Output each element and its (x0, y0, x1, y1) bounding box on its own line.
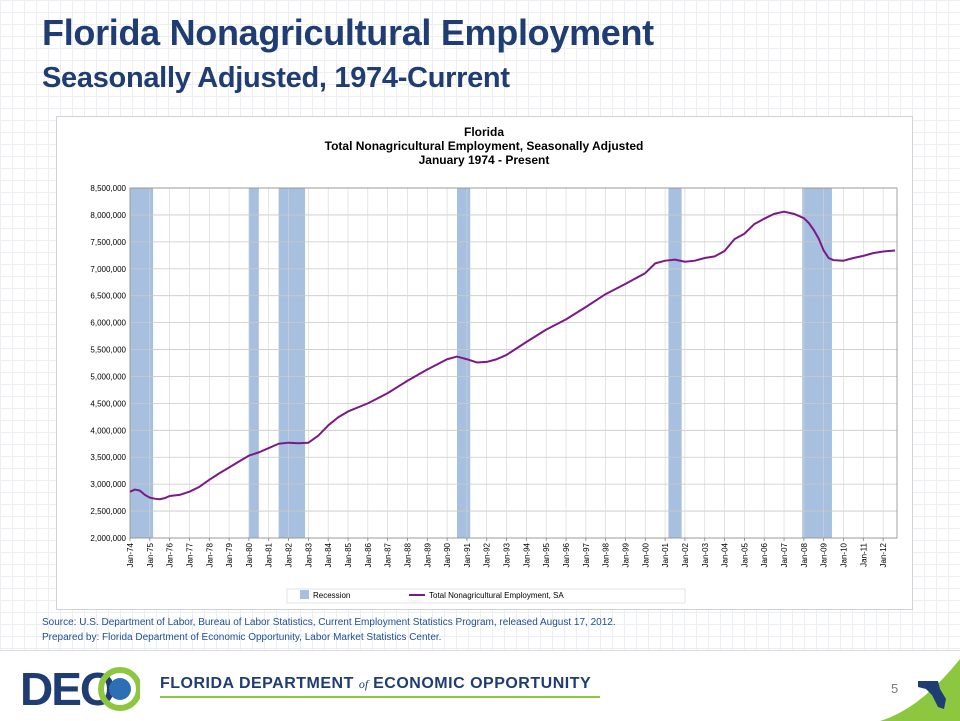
x-tick-label: Jan-04 (721, 542, 730, 567)
x-tick-label: Jan-02 (681, 542, 690, 567)
x-tick-label: Jan-87 (384, 542, 393, 567)
y-tick-label: 4,500,000 (90, 399, 126, 408)
department-name: FLORIDA DEPARTMENT of ECONOMIC OPPORTUNI… (160, 675, 591, 693)
x-tick-label: Jan-07 (780, 542, 789, 567)
florida-corner-icon (880, 659, 960, 721)
legend-recession-swatch (300, 590, 309, 599)
prepared-by-note: Prepared by: Florida Department of Econo… (42, 632, 442, 643)
x-tick-label: Jan-95 (542, 542, 551, 567)
x-tick-label: Jan-10 (839, 542, 848, 567)
x-tick-label: Jan-96 (562, 542, 571, 567)
chart-title-line: January 1974 - Present (419, 153, 550, 167)
y-tick-label: 7,000,000 (90, 265, 126, 274)
recession-band (278, 188, 306, 538)
x-tick-label: Jan-76 (166, 542, 175, 567)
recession-band (457, 188, 471, 538)
y-tick-label: 2,500,000 (90, 507, 126, 516)
plot-area-border (129, 187, 898, 539)
x-tick-label: Jan-89 (423, 542, 432, 567)
x-tick-label: Jan-98 (602, 542, 611, 567)
department-prefix: FLORIDA DEPARTMENT (160, 675, 354, 692)
page-subtitle: Seasonally Adjusted, 1974-Current (42, 62, 510, 94)
footer: DEO FLORIDA DEPARTMENT of ECONOMIC OPPOR… (0, 650, 960, 721)
x-tick-label: Jan-11 (859, 542, 868, 566)
x-tick-label: Jan-90 (443, 542, 452, 567)
y-tick-label: 4,000,000 (90, 426, 126, 435)
y-tick-label: 8,000,000 (90, 211, 126, 220)
recession-band (802, 188, 832, 538)
x-tick-label: Jan-77 (185, 542, 194, 567)
x-tick-label: Jan-81 (265, 542, 274, 567)
legend-recession-label: Recession (313, 591, 350, 600)
page-title: Florida Nonagricultural Employment (42, 12, 654, 53)
chart-container: Florida Total Nonagricultural Employment,… (56, 116, 913, 610)
y-tick-label: 3,500,000 (90, 453, 126, 462)
chart-title-line: Total Nonagricultural Employment, Season… (325, 139, 644, 153)
x-tick-label: Jan-82 (285, 542, 294, 567)
y-tick-label: 7,500,000 (90, 238, 126, 247)
x-tick-label: Jan-74 (126, 542, 135, 567)
x-tick-label: Jan-03 (701, 542, 710, 567)
y-tick-label: 5,000,000 (90, 372, 126, 381)
x-tick-label: Jan-12 (879, 542, 888, 567)
recession-band (130, 188, 154, 538)
x-tick-label: Jan-85 (344, 542, 353, 567)
x-tick-label: Jan-06 (760, 542, 769, 567)
x-tick-label: Jan-80 (245, 542, 254, 567)
page-number: 5 (891, 681, 899, 696)
deo-logo: DEO (20, 663, 140, 713)
x-tick-label: Jan-00 (641, 542, 650, 567)
x-tick-label: Jan-88 (403, 542, 412, 567)
department-of: of (358, 677, 369, 691)
x-tick-label: Jan-09 (820, 542, 829, 567)
legend-box (286, 588, 686, 604)
y-tick-label: 8,500,000 (90, 184, 126, 193)
x-tick-label: Jan-08 (800, 542, 809, 567)
department-rule (160, 696, 600, 698)
recession-band (668, 188, 682, 538)
chart-title-line: Florida (464, 125, 504, 139)
x-tick-label: Jan-93 (503, 542, 512, 567)
source-note: Source: U.S. Department of Labor, Bureau… (42, 617, 616, 628)
y-tick-label: 6,000,000 (90, 319, 126, 328)
y-tick-label: 3,000,000 (90, 480, 126, 489)
x-tick-label: Jan-84 (324, 542, 333, 567)
recession-band (248, 188, 259, 538)
x-tick-label: Jan-94 (522, 542, 531, 567)
x-tick-label: Jan-79 (225, 542, 234, 567)
legend-series-label: Total Nonagricultural Employment, SA (429, 591, 564, 600)
x-tick-label: Jan-91 (463, 542, 472, 567)
y-tick-label: 6,500,000 (90, 292, 126, 301)
y-tick-label: 2,000,000 (90, 534, 126, 543)
x-tick-label: Jan-75 (146, 542, 155, 567)
department-suffix: ECONOMIC OPPORTUNITY (373, 675, 592, 692)
x-tick-label: Jan-86 (364, 542, 373, 567)
x-tick-label: Jan-99 (621, 542, 630, 567)
x-tick-label: Jan-05 (740, 542, 749, 567)
x-tick-label: Jan-83 (304, 542, 313, 567)
y-tick-label: 5,500,000 (90, 346, 126, 355)
x-tick-label: Jan-01 (661, 542, 670, 567)
x-tick-label: Jan-92 (483, 542, 492, 567)
employment-series-line (129, 210, 896, 501)
x-tick-label: Jan-78 (205, 542, 214, 567)
x-tick-label: Jan-97 (582, 542, 591, 567)
